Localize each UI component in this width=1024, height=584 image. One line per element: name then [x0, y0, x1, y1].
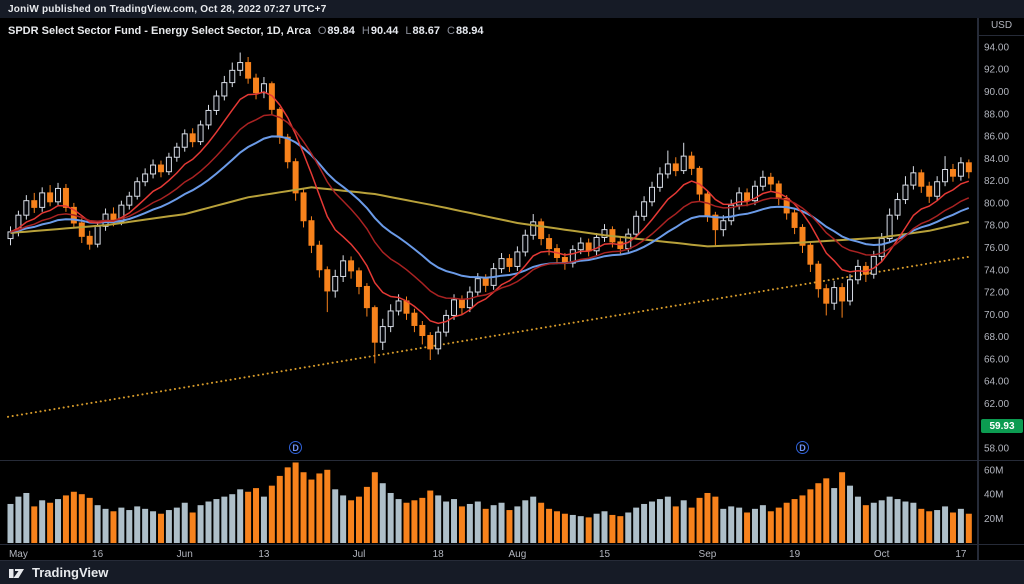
ohlc-close: C 88.94	[447, 25, 484, 37]
svg-text:66.00: 66.00	[984, 354, 1009, 365]
svg-text:May: May	[9, 549, 28, 560]
brand-wordmark[interactable]: TradingView	[32, 565, 109, 580]
currency-label: USD	[979, 20, 1024, 36]
long-ma-yellow	[10, 186, 970, 248]
svg-text:64.00: 64.00	[984, 377, 1009, 388]
ohlc-low: L 88.67	[405, 25, 441, 37]
volume-layer	[7, 462, 972, 543]
publish-header-bar: JoniW published on TradingView.com, Oct …	[0, 0, 1024, 18]
volume-axis-labels: 60M 40M 20M	[984, 465, 1003, 525]
svg-text:20M: 20M	[984, 514, 1003, 525]
ohlc-high: H 90.44	[361, 25, 399, 37]
svg-text:Sep: Sep	[699, 549, 717, 560]
last-price-badge: 59.93	[981, 419, 1023, 434]
svg-text:76.00: 76.00	[984, 243, 1009, 254]
fast-ma-red-1	[10, 91, 970, 325]
symbol-legend[interactable]: SPDR Select Sector Fund - Energy Select …	[8, 25, 484, 37]
svg-text:60M: 60M	[984, 465, 1003, 476]
svg-text:Oct: Oct	[874, 549, 890, 560]
publish-info-text: JoniW published on TradingView.com, Oct …	[8, 3, 327, 15]
svg-text:19: 19	[789, 549, 801, 560]
svg-text:70.00: 70.00	[984, 310, 1009, 321]
svg-text:Jun: Jun	[177, 549, 193, 560]
svg-text:92.00: 92.00	[984, 65, 1009, 76]
svg-text:17: 17	[955, 549, 967, 560]
mid-ma-blue	[10, 135, 970, 279]
trendline-dotted	[7, 255, 973, 418]
svg-text:15: 15	[599, 549, 611, 560]
svg-text:94.00: 94.00	[984, 42, 1009, 53]
svg-text:82.00: 82.00	[984, 176, 1009, 187]
svg-text:68.00: 68.00	[984, 332, 1009, 343]
ohlc-open: O 89.84	[317, 25, 355, 37]
svg-text:74.00: 74.00	[984, 265, 1009, 276]
tradingview-logo-icon[interactable]	[8, 564, 26, 582]
svg-text:Aug: Aug	[508, 549, 526, 560]
price-scale[interactable]: USD 59.93	[978, 18, 1024, 560]
dividend-marker-icon[interactable]: D	[289, 441, 303, 454]
svg-text:16: 16	[92, 549, 104, 560]
footer-bar: TradingView	[0, 560, 1024, 584]
fast-ma-red-2	[10, 114, 970, 301]
candles-layer	[7, 52, 972, 364]
svg-text:58.00: 58.00	[984, 444, 1009, 455]
svg-text:90.00: 90.00	[984, 87, 1009, 98]
svg-text:13: 13	[258, 549, 270, 560]
svg-text:40M: 40M	[984, 490, 1003, 501]
svg-text:62.00: 62.00	[984, 399, 1009, 410]
svg-text:88.00: 88.00	[984, 109, 1009, 120]
symbol-title: SPDR Select Sector Fund - Energy Select …	[8, 25, 311, 37]
svg-text:80.00: 80.00	[984, 198, 1009, 209]
time-axis-labels: May 16 Jun 13 Jul 18 Aug 15 Sep 19 Oct 17	[9, 549, 967, 560]
svg-text:18: 18	[433, 549, 445, 560]
moving-averages-layer	[10, 91, 970, 325]
svg-text:72.00: 72.00	[984, 288, 1009, 299]
svg-text:86.00: 86.00	[984, 132, 1009, 143]
pane-separators	[0, 18, 1024, 560]
svg-text:Jul: Jul	[353, 549, 366, 560]
price-axis-labels: 94.00 92.00 90.00 88.00 86.00 84.00 82.00 80.00…	[984, 42, 1009, 454]
svg-text:84.00: 84.00	[984, 154, 1009, 165]
dividend-marker-icon[interactable]: D	[796, 441, 809, 454]
svg-text:78.00: 78.00	[984, 221, 1009, 232]
